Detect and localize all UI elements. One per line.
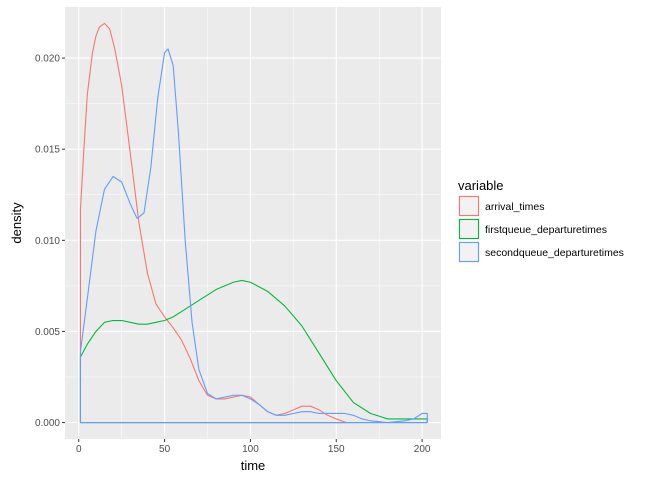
legend-label-firstqueue_departuretimes: firstqueue_departuretimes	[485, 224, 607, 236]
legend-label-arrival_times: arrival_times	[485, 201, 545, 213]
y-axis-title: density	[9, 202, 24, 244]
x-tick-label: 50	[159, 444, 171, 455]
legend-title: variable	[458, 178, 504, 193]
minor-gridlines	[65, 7, 441, 439]
series-line-secondqueue_departuretimes	[79, 48, 428, 424]
y-tick-label: 0.020	[35, 54, 60, 65]
x-tick-label: 150	[328, 444, 345, 455]
legend-label-secondqueue_departuretimes: secondqueue_departuretimes	[485, 247, 624, 259]
y-tick-label: 0.000	[35, 418, 60, 429]
x-tick-label: 200	[414, 444, 431, 455]
x-tick-label: 0	[76, 444, 82, 455]
legend: variable arrival_times firstqueue_departu…	[457, 178, 624, 264]
series-line-firstqueue_departuretimes	[79, 279, 428, 424]
legend-items: arrival_times firstqueue_departuretimesse…	[457, 194, 624, 264]
x-tick-label: 100	[242, 444, 259, 455]
y-axis: 0.000 0.005 0.010 0.015 0.020	[35, 54, 65, 429]
series-layer	[79, 22, 428, 424]
y-tick-label: 0.015	[35, 145, 60, 156]
legend-key-arrival_times	[458, 195, 480, 217]
legend-key-firstqueue_departuretimes	[458, 218, 480, 240]
legend-key-secondqueue_departuretimes	[458, 241, 480, 263]
x-axis: 0 50 100 150 200	[76, 439, 431, 455]
x-axis-title: time	[241, 458, 266, 473]
plot-panel	[65, 7, 441, 439]
series-line-arrival_times	[79, 22, 347, 424]
legend-key-background	[457, 217, 481, 241]
legend-key-background	[457, 240, 481, 264]
legend-key-background	[457, 194, 481, 218]
y-tick-label: 0.010	[35, 236, 60, 247]
y-tick-label: 0.005	[35, 327, 60, 338]
